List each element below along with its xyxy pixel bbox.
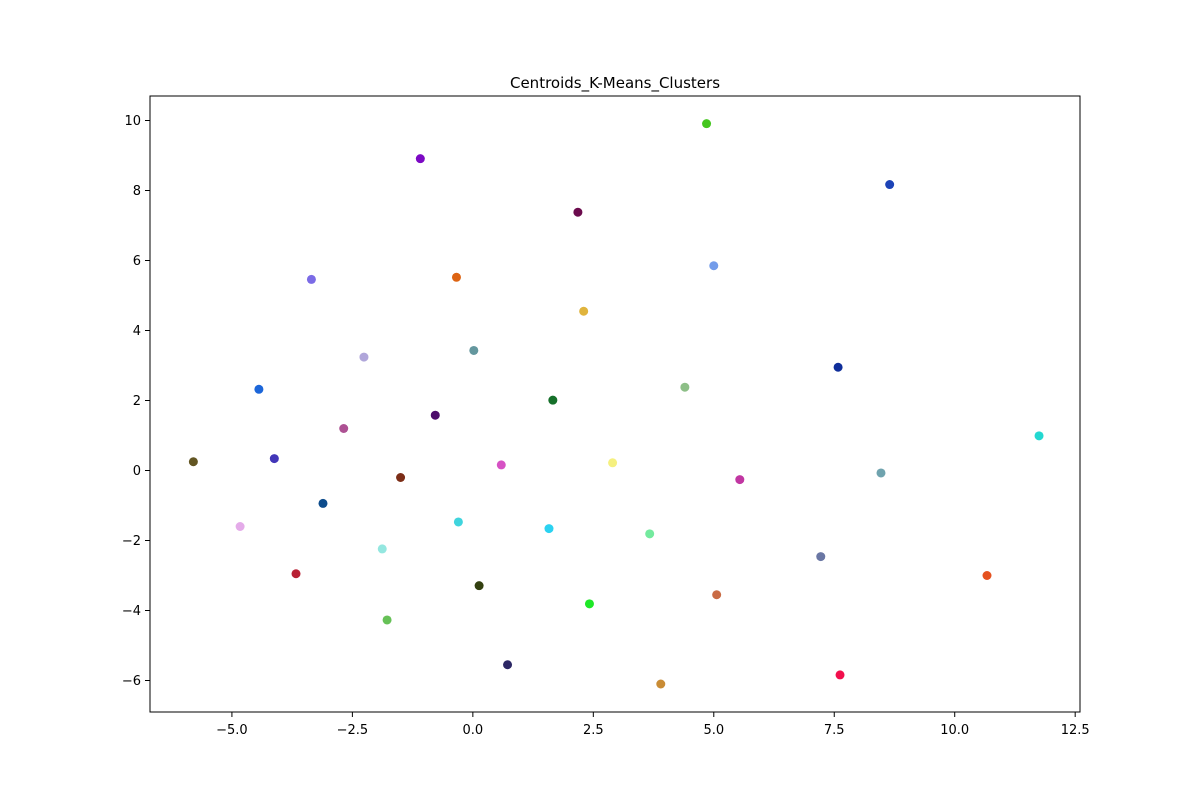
- centroid-point-24: [735, 475, 745, 485]
- centroid-point-13: [254, 384, 264, 394]
- centroid-point-14: [548, 395, 558, 405]
- x-tick-label-8: 12.5: [1061, 723, 1090, 738]
- x-axis: −5.0 −2.5 0.0 2.5 5.0 7.5 10.0 12.5: [216, 712, 1090, 738]
- centroid-point-32: [291, 569, 301, 579]
- x-tick-label-3: 0.0: [463, 723, 484, 738]
- centroid-point-37: [382, 615, 392, 625]
- x-tick-label-4: 2.5: [583, 723, 604, 738]
- centroid-point-20: [496, 460, 506, 470]
- centroid-point-1: [702, 119, 712, 129]
- centroid-point-4: [573, 207, 583, 217]
- centroid-point-31: [816, 552, 826, 562]
- centroid-point-22: [876, 468, 886, 478]
- y-tick-label-9: 10: [124, 114, 141, 129]
- plot-frame: [149, 95, 1081, 713]
- centroid-point-28: [544, 524, 554, 534]
- centroid-point-17: [1034, 431, 1044, 441]
- centroid-point-15: [430, 410, 440, 420]
- centroid-point-16: [339, 424, 349, 433]
- y-tick-label-7: 6: [133, 254, 141, 269]
- centroid-point-26: [453, 517, 463, 527]
- x-tick-label-1: −5.0: [216, 723, 248, 738]
- centroid-point-9: [469, 345, 479, 355]
- y-tick-label-3: −2: [122, 534, 141, 549]
- x-tick-label-7: 10.0: [940, 723, 969, 738]
- centroid-point-10: [359, 352, 369, 362]
- y-tick-label-4: 0: [133, 464, 141, 479]
- centroid-point-34: [474, 581, 484, 591]
- x-tick-label-5: 5.0: [703, 723, 724, 738]
- y-tick-label-5: 2: [133, 394, 141, 409]
- centroid-point-19: [269, 454, 279, 464]
- y-tick-label-2: −4: [122, 604, 141, 619]
- centroid-point-12: [680, 382, 690, 392]
- centroid-point-30: [377, 544, 387, 554]
- centroid-point-11: [833, 362, 843, 372]
- centroid-point-35: [712, 590, 722, 600]
- y-tick-label-6: 4: [133, 324, 141, 339]
- x-tick-label-6: 7.5: [824, 723, 845, 738]
- y-tick-label-8: 8: [133, 184, 141, 199]
- y-tick-label-1: −6: [122, 674, 141, 689]
- centroid-point-39: [835, 670, 845, 680]
- centroid-point-29: [645, 529, 655, 539]
- centroid-point-2: [415, 154, 425, 164]
- centroid-point-38: [503, 660, 513, 670]
- centroid-point-18: [188, 457, 198, 467]
- centroid-point-36: [584, 599, 594, 609]
- y-axis: −6 −4 −2 0 2 4 6 8 10: [122, 114, 150, 689]
- centroid-point-8: [579, 306, 589, 316]
- centroid-point-27: [235, 522, 245, 531]
- centroid-point-3: [885, 180, 895, 190]
- x-tick-label-2: −2.5: [337, 723, 369, 738]
- centroid-point-7: [451, 272, 461, 282]
- points-layer: [188, 119, 1044, 689]
- centroid-point-40: [656, 679, 666, 689]
- centroid-point-25: [318, 498, 328, 508]
- centroid-point-33: [982, 571, 992, 580]
- centroid-point-21: [608, 458, 618, 468]
- centroid-point-6: [306, 274, 316, 284]
- chart-title: Centroids_K-Means_Clusters: [510, 74, 720, 93]
- centroid-point-23: [396, 473, 406, 482]
- centroid-point-5: [709, 261, 719, 271]
